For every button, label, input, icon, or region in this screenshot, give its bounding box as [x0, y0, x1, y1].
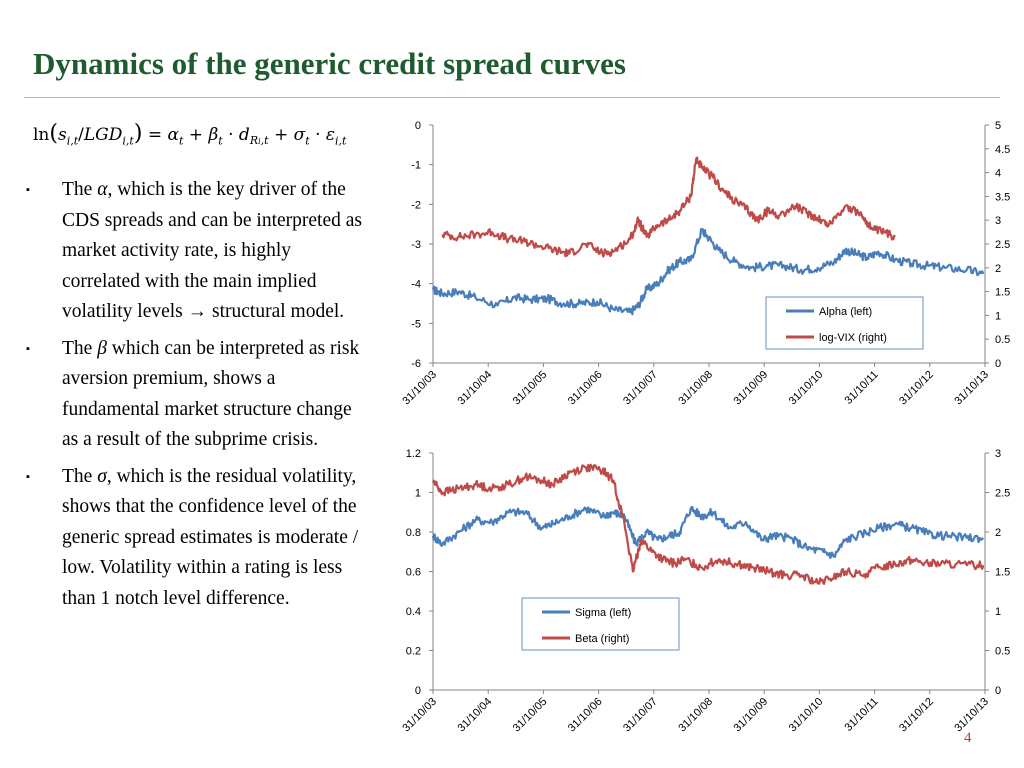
x-tick-label: 31/10/11 — [843, 696, 881, 734]
right-tick-label: 2 — [995, 263, 1001, 275]
left-tick-label: 0 — [415, 685, 421, 697]
right-tick-label: 3 — [995, 448, 1001, 460]
x-tick-label: 31/10/12 — [897, 369, 936, 408]
legend-label: log-VIX (right) — [819, 332, 887, 344]
x-tick-label: 31/10/04 — [456, 696, 495, 735]
bullet-beta: ▪ The β which can be interpreted as risk… — [22, 334, 367, 456]
x-tick-label: 31/10/13 — [952, 369, 991, 408]
x-tick-label: 31/10/07 — [621, 369, 660, 408]
series-line-right — [431, 463, 985, 585]
sigma-symbol: σ — [97, 465, 107, 487]
right-tick-label: 1.5 — [995, 287, 1010, 299]
legend-label: Sigma (left) — [575, 607, 631, 619]
right-tick-label: 1 — [995, 606, 1001, 618]
right-tick-label: 1.5 — [995, 567, 1010, 579]
x-tick-label: 31/10/11 — [843, 369, 881, 407]
right-tick-label: 4.5 — [995, 144, 1010, 156]
right-tick-label: 1 — [995, 310, 1001, 322]
right-tick-label: 3 — [995, 215, 1001, 227]
title-divider — [24, 97, 1000, 98]
left-tick-label: 0.8 — [406, 527, 421, 539]
right-tick-label: 4 — [995, 168, 1001, 180]
x-tick-label: 31/10/07 — [621, 696, 660, 735]
right-tick-label: 0.5 — [995, 646, 1010, 658]
slide-title: Dynamics of the generic credit spread cu… — [33, 46, 626, 81]
legend-label: Beta (right) — [575, 633, 629, 645]
x-tick-label: 31/10/06 — [566, 369, 605, 408]
left-tick-label: -3 — [411, 239, 421, 251]
x-tick-label: 31/10/09 — [732, 696, 771, 735]
x-tick-label: 31/10/08 — [676, 369, 715, 408]
left-tick-label: -1 — [411, 160, 421, 172]
bullet-list: ▪ The α, which is the key driver of the … — [22, 175, 367, 620]
alpha-symbol: α — [97, 179, 108, 200]
x-tick-label: 31/10/05 — [511, 369, 550, 408]
x-tick-label: 31/10/09 — [732, 369, 771, 408]
legend-box — [765, 296, 924, 350]
legend-label: Alpha (left) — [819, 306, 872, 318]
x-tick-label: 31/10/13 — [952, 696, 991, 735]
bullet-alpha: ▪ The α, which is the key driver of the … — [22, 175, 367, 328]
left-tick-label: -5 — [411, 318, 421, 330]
series-line-right — [441, 156, 896, 258]
left-tick-label: 0.2 — [406, 646, 421, 658]
series-line-left — [431, 227, 985, 316]
right-tick-label: 3.5 — [995, 191, 1010, 203]
beta-symbol: β — [97, 337, 107, 359]
bullet-marker: ▪ — [26, 184, 30, 196]
series-line-left — [431, 506, 985, 559]
right-tick-label: 0.5 — [995, 334, 1010, 346]
page-number: 4 — [964, 730, 972, 746]
x-tick-label: 31/10/10 — [787, 369, 826, 408]
x-tick-label: 31/10/03 — [400, 369, 439, 408]
x-tick-label: 31/10/08 — [676, 696, 715, 735]
bullet-sigma: ▪ The σ, which is the residual volatilit… — [22, 462, 367, 615]
left-tick-label: 0.4 — [406, 606, 421, 618]
left-tick-label: 1.2 — [406, 448, 421, 460]
bullet-marker: ▪ — [26, 342, 30, 355]
left-tick-label: 1 — [415, 488, 421, 500]
right-tick-label: 0 — [995, 685, 1001, 697]
x-tick-label: 31/10/05 — [511, 696, 550, 735]
x-tick-label: 31/10/04 — [456, 369, 495, 408]
left-tick-label: -4 — [411, 279, 421, 291]
right-tick-label: 2.5 — [995, 239, 1010, 251]
legend-box — [521, 597, 680, 651]
right-tick-label: 2.5 — [995, 488, 1010, 500]
alpha-vix-chart: 0 -1 -2 -3 -4 -5 -6 5 4.5 4 3.5 3 2.5 2 1.5 1 0.5 0 31/10/… — [385, 112, 1024, 432]
alpha-vix-chart-svg: 0 -1 -2 -3 -4 -5 -6 5 4.5 4 3.5 3 2.5 2 1.5 1 0.5 0 31/10/… — [400, 120, 1010, 408]
right-tick-label: 2 — [995, 527, 1001, 539]
right-tick-label: 0 — [995, 358, 1001, 370]
left-tick-label: 0.6 — [406, 567, 421, 579]
sigma-beta-chart: 1.2 1 0.8 0.6 0.4 0.2 0 3 2.5 2 1.5 1 0.5 0 31/10/03 31… — [385, 440, 1024, 760]
right-tick-label: 5 — [995, 120, 1001, 132]
left-tick-label: -2 — [411, 199, 421, 211]
x-tick-label: 31/10/10 — [787, 696, 826, 735]
model-formula: ln(si,t/LGDi,t) = αt + βt · dRi,t + σt ·… — [33, 121, 347, 148]
bullet-marker: ▪ — [26, 470, 30, 483]
x-tick-label: 31/10/03 — [400, 696, 439, 735]
x-tick-label: 31/10/12 — [897, 696, 936, 735]
left-tick-label: 0 — [415, 120, 421, 132]
x-tick-label: 31/10/06 — [566, 696, 605, 735]
left-tick-label: -6 — [411, 358, 421, 370]
